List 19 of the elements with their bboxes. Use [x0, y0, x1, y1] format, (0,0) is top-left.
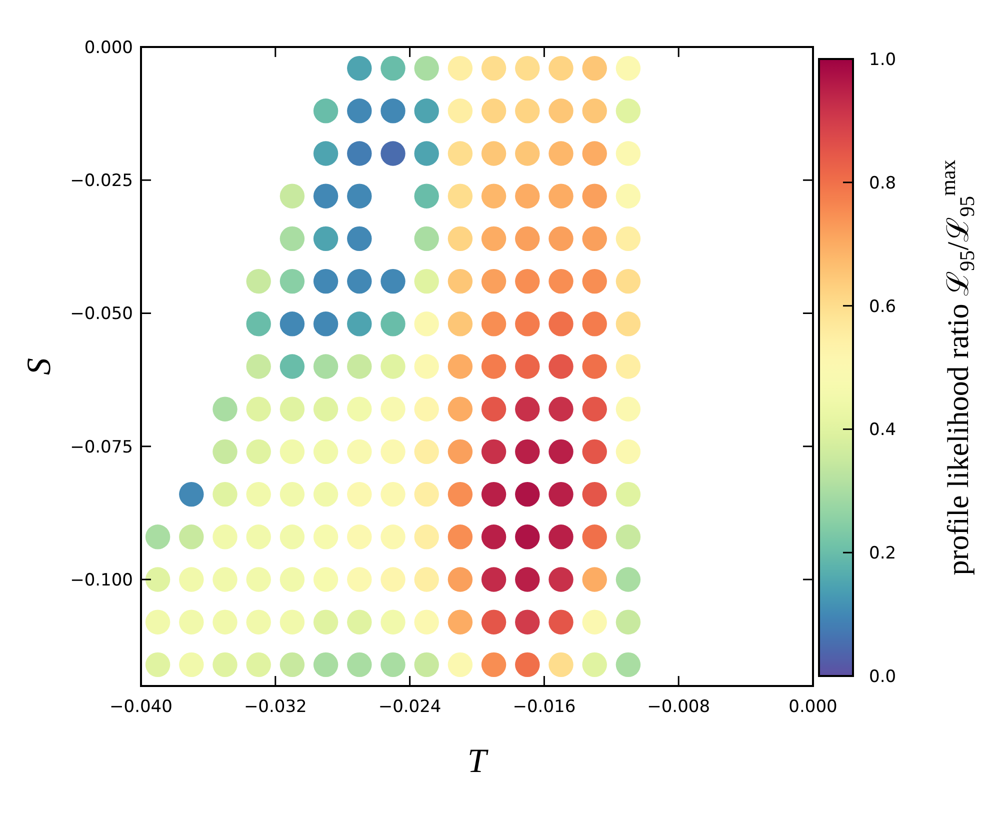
y-tick-label: −0.025 — [70, 171, 133, 192]
x-tick-label: −0.024 — [378, 697, 442, 717]
color-bar-label: 0.6 — [869, 296, 896, 317]
color-bar-label: 0.8 — [869, 173, 896, 194]
x-tick-label: −0.008 — [647, 697, 710, 717]
color-bar-label: 0.4 — [869, 420, 896, 440]
x-tick-label: −0.016 — [512, 697, 576, 717]
y-tick-label: −0.100 — [70, 570, 133, 590]
y-axis-title: S — [21, 358, 58, 375]
x-tick-label: −0.032 — [244, 697, 307, 717]
y-tick-label: 0.000 — [84, 38, 133, 58]
color-bar-label: 1.0 — [869, 50, 896, 70]
color-bar-label: 0.2 — [869, 544, 896, 564]
x-axis-title: T — [468, 743, 489, 780]
x-tick-label: −0.040 — [110, 697, 172, 717]
y-tick-label: −0.075 — [70, 437, 133, 458]
color-bar-label: 0.0 — [869, 666, 896, 687]
y-tick-label: −0.050 — [70, 304, 133, 324]
x-tick-label: 0.000 — [788, 697, 838, 717]
